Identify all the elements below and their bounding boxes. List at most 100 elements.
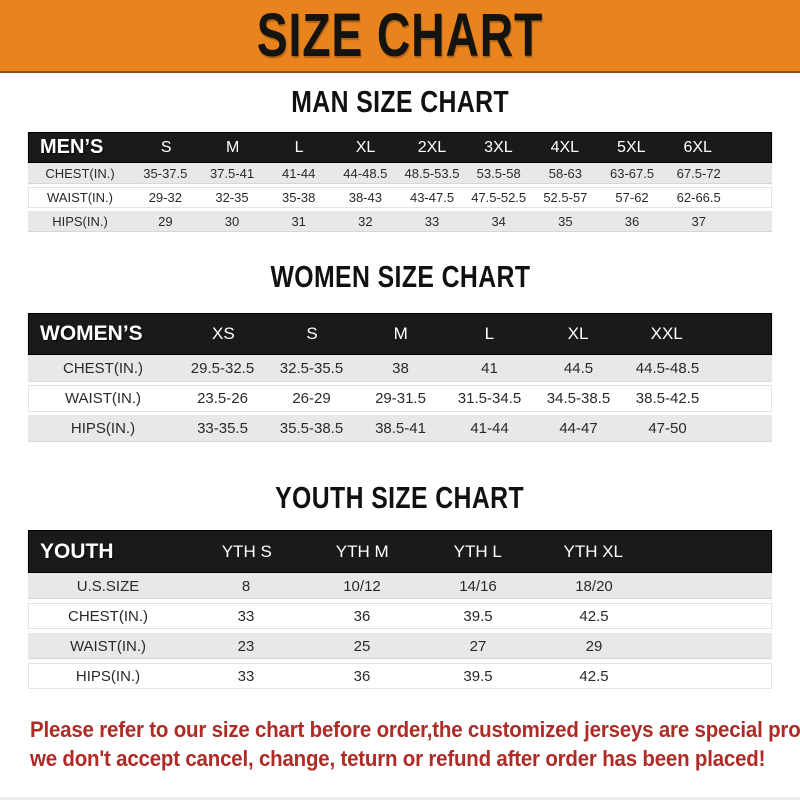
size-value: 32-35 <box>215 190 249 205</box>
table-header-row: YOUTH YTH S YTH M YTH L YTH XL <box>28 530 772 573</box>
table-row: HIPS(IN.) 33-35.5 35.5-38.5 38.5-41 41-44 44-… <box>28 415 772 442</box>
column-header: M <box>393 324 408 343</box>
size-value: 42.5 <box>579 607 609 625</box>
column-header: L <box>294 138 304 156</box>
table-body: CHEST(IN.) 29.5-32.5 32.5-35.5 38 41 44.5 44.5… <box>28 355 772 442</box>
size-value: 29-32 <box>148 190 182 205</box>
size-value: 26-29 <box>292 390 331 407</box>
size-value: 57-62 <box>615 190 649 205</box>
size-value: 34.5-38.5 <box>546 390 611 407</box>
size-value: 38-43 <box>348 190 382 205</box>
table-row: CHEST(IN.) 29.5-32.5 32.5-35.5 38 41 44.5 44.5… <box>28 355 772 382</box>
column-header: YTH M <box>335 541 389 561</box>
size-value: 38.5-42.5 <box>635 390 700 407</box>
size-value: 52.5-57 <box>543 190 588 205</box>
column-header: XS <box>211 324 235 343</box>
row-label: U.S.SIZE <box>76 577 140 595</box>
size-value: 32 <box>358 214 373 229</box>
size-value: 63-67.5 <box>609 166 655 181</box>
women-size-table: WOMEN’S XS S M L XL XXL CHEST(IN.) 29.5-32.5 32.5… <box>28 313 772 442</box>
table-row: HIPS(IN.) 33 36 39.5 42.5 <box>28 663 772 689</box>
size-value: 67.5-72 <box>676 166 721 181</box>
size-value: 29 <box>158 214 173 229</box>
column-header: S <box>160 138 172 156</box>
men-size-table: MEN’S S M L XL 2XL 3XL 4XL 5XL 6XL CHEST(IN.) 35-37… <box>28 132 772 232</box>
table-row: WAIST(IN.) 23 25 27 29 <box>28 633 772 659</box>
section-heading-youth: YOUTH SIZE CHART <box>0 482 800 513</box>
column-header: S <box>306 324 318 343</box>
disclaimer-line-2: we don't accept cancel, change, teturn o… <box>30 746 766 771</box>
size-value: 33 <box>237 667 255 685</box>
size-value: 44-48.5 <box>343 166 388 181</box>
size-value: 36 <box>624 214 640 229</box>
section-women: WOMEN SIZE CHART WOMEN’S XS S M L XL XXL CHEST(I… <box>0 261 800 442</box>
row-label: HIPS(IN.) <box>70 420 136 437</box>
section-heading-text: YOUTH SIZE CHART <box>275 480 525 515</box>
size-value: 41 <box>481 360 498 377</box>
section-heading-text: MAN SIZE CHART <box>291 84 509 119</box>
row-label: WAIST(IN.) <box>47 190 113 205</box>
column-header: M <box>225 138 240 156</box>
size-value: 33 <box>237 607 255 625</box>
table-corner-label: MEN’S <box>40 136 104 158</box>
sections: MAN SIZE CHART MEN’S S M L XL 2XL 3XL 4XL 5XL 6XL C… <box>0 86 800 689</box>
size-value: 41-44 <box>282 166 316 181</box>
size-value: 58-63 <box>548 166 582 181</box>
size-value: 39.5 <box>463 667 493 685</box>
size-value: 35-37.5 <box>143 166 188 181</box>
section-men: MAN SIZE CHART MEN’S S M L XL 2XL 3XL 4XL 5XL 6XL C… <box>0 86 800 232</box>
column-header: 3XL <box>484 138 513 156</box>
disclaimer: Please refer to our size chart before or… <box>0 715 800 773</box>
size-value: 35 <box>558 214 573 229</box>
size-value: 14/16 <box>459 577 497 595</box>
size-value: 44.5 <box>563 360 594 377</box>
row-label: WAIST(IN.) <box>69 637 147 655</box>
size-value: 35-38 <box>282 190 316 205</box>
table-header-row: MEN’S S M L XL 2XL 3XL 4XL 5XL 6XL <box>28 132 772 163</box>
table-corner-label: WOMEN’S <box>40 322 143 345</box>
size-value: 25 <box>353 637 371 655</box>
size-value: 34 <box>491 214 506 229</box>
column-header: XL <box>567 324 589 343</box>
table-row: WAIST(IN.) 23.5-26 26-29 29-31.5 31.5-34.5 34… <box>28 385 772 412</box>
column-header: YTH XL <box>563 541 624 561</box>
table-row: U.S.SIZE 8 10/12 14/16 18/20 <box>28 573 772 599</box>
size-value: 39.5 <box>463 607 493 625</box>
table-row: CHEST(IN.) 35-37.5 37.5-41 41-44 44-48.5 48.5… <box>28 163 772 184</box>
section-heading-men: MAN SIZE CHART <box>0 86 800 117</box>
size-value: 23 <box>237 637 255 655</box>
column-header: YTH S <box>221 541 272 561</box>
size-value: 36 <box>353 607 371 625</box>
table-row: HIPS(IN.) 29 30 31 32 33 34 35 36 37 <box>28 211 772 232</box>
column-header: XL <box>355 138 376 156</box>
size-value: 23.5-26 <box>197 390 248 407</box>
banner: SIZE CHART <box>0 0 800 73</box>
size-value: 31.5-34.5 <box>457 390 522 407</box>
size-value: 37.5-41 <box>209 166 255 181</box>
page-title: SIZE CHART <box>256 0 544 70</box>
table-header-row: WOMEN’S XS S M L XL XXL <box>28 313 772 355</box>
row-label: HIPS(IN.) <box>75 667 141 685</box>
row-label: WAIST(IN.) <box>64 390 142 407</box>
column-header: 6XL <box>683 138 712 156</box>
column-header: 5XL <box>617 138 646 156</box>
table-body: U.S.SIZE 8 10/12 14/16 18/20 CHEST(IN.) 33 36 39… <box>28 573 772 689</box>
size-value: 47-50 <box>648 420 687 437</box>
size-value: 8 <box>241 577 251 595</box>
row-label: CHEST(IN.) <box>45 166 115 181</box>
column-header: YTH L <box>453 541 502 561</box>
row-label: HIPS(IN.) <box>52 214 108 229</box>
column-header: XXL <box>650 324 683 343</box>
table-row: WAIST(IN.) 29-32 32-35 35-38 38-43 43-47.5 47.… <box>28 187 772 208</box>
size-value: 31 <box>291 214 306 229</box>
table-row: CHEST(IN.) 33 36 39.5 42.5 <box>28 603 772 629</box>
size-value: 10/12 <box>343 577 381 595</box>
table-body: CHEST(IN.) 35-37.5 37.5-41 41-44 44-48.5 48.5… <box>28 163 772 232</box>
size-value: 38.5-41 <box>375 420 426 437</box>
disclaimer-line-1: Please refer to our size chart before or… <box>30 717 800 742</box>
size-value: 48.5-53.5 <box>404 166 460 181</box>
size-value: 29 <box>585 637 603 655</box>
size-value: 41-44 <box>470 420 509 437</box>
size-value: 36 <box>353 667 371 685</box>
size-value: 44-47 <box>559 420 598 437</box>
